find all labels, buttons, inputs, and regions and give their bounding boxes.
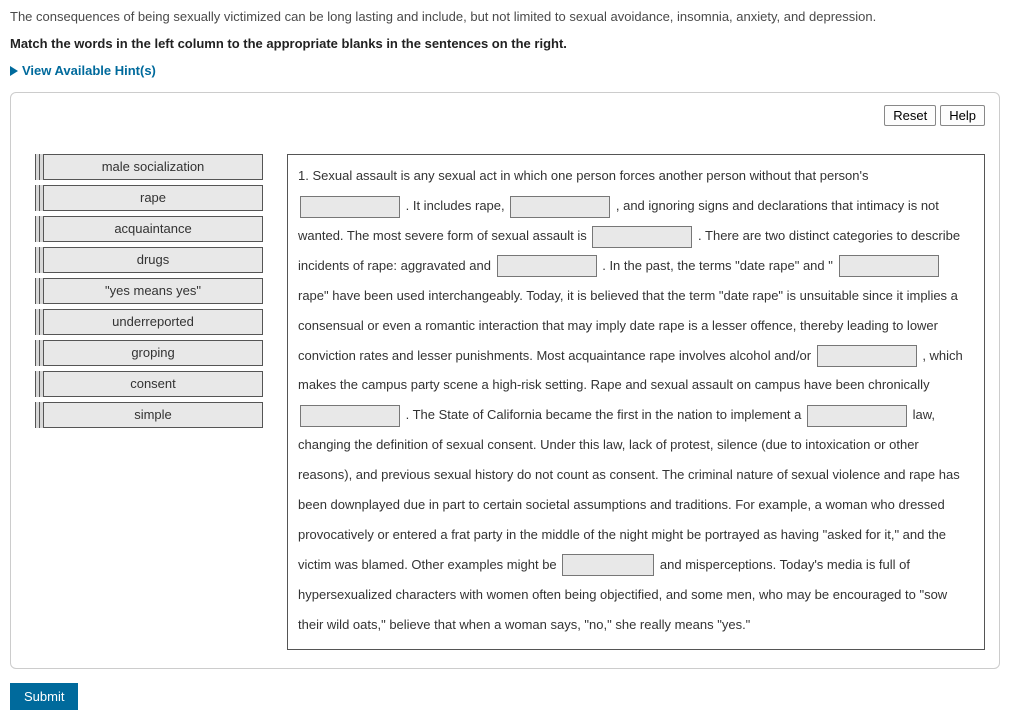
blank-7[interactable] <box>300 405 400 427</box>
submit-button[interactable]: Submit <box>10 683 78 710</box>
term-drugs[interactable]: drugs <box>43 247 263 273</box>
term-acquaintance[interactable]: acquaintance <box>43 216 263 242</box>
blank-3[interactable] <box>592 226 692 248</box>
passage-text: . In the past, the terms "date rape" and… <box>602 258 833 273</box>
passage-text: . It includes rape, <box>406 198 509 213</box>
term-simple[interactable]: simple <box>43 402 263 428</box>
terms-column: male socialization rape acquaintance dru… <box>43 154 263 428</box>
passage-text: 1. Sexual assault is any sexual act in w… <box>298 168 868 183</box>
passage-text: law, changing the definition of sexual c… <box>298 407 960 571</box>
instruction-text: Match the words in the left column to th… <box>10 36 1000 51</box>
chevron-right-icon <box>10 66 18 76</box>
passage-box: 1. Sexual assault is any sexual act in w… <box>287 154 985 650</box>
term-underreported[interactable]: underreported <box>43 309 263 335</box>
blank-9[interactable] <box>562 554 654 576</box>
term-consent[interactable]: consent <box>43 371 263 397</box>
blank-6[interactable] <box>817 345 917 367</box>
hints-label: View Available Hint(s) <box>22 63 156 78</box>
blank-4[interactable] <box>497 255 597 277</box>
blank-1[interactable] <box>300 196 400 218</box>
exercise-panel: Reset Help male socialization rape acqua… <box>10 92 1000 669</box>
term-rape[interactable]: rape <box>43 185 263 211</box>
reset-button[interactable]: Reset <box>884 105 936 126</box>
blank-2[interactable] <box>510 196 610 218</box>
panel-toolbar: Reset Help <box>25 105 985 126</box>
help-button[interactable]: Help <box>940 105 985 126</box>
term-yes-means-yes[interactable]: "yes means yes" <box>43 278 263 304</box>
term-groping[interactable]: groping <box>43 340 263 366</box>
passage-text: . The State of California became the fir… <box>406 407 805 422</box>
blank-5[interactable] <box>839 255 939 277</box>
blank-8[interactable] <box>807 405 907 427</box>
intro-text: The consequences of being sexually victi… <box>10 8 1000 26</box>
view-hints-link[interactable]: View Available Hint(s) <box>10 63 1000 78</box>
term-male-socialization[interactable]: male socialization <box>43 154 263 180</box>
